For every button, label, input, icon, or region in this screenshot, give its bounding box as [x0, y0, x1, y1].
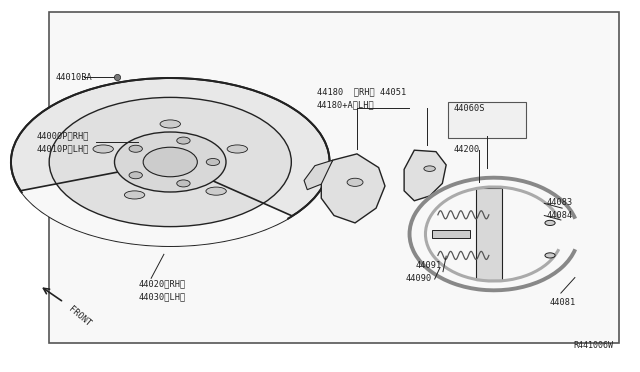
Polygon shape: [304, 160, 333, 190]
Polygon shape: [20, 162, 292, 246]
Ellipse shape: [129, 145, 143, 152]
Ellipse shape: [115, 132, 226, 192]
Ellipse shape: [424, 166, 435, 171]
Text: 44020〈RH〉: 44020〈RH〉: [138, 279, 186, 288]
Ellipse shape: [206, 187, 227, 195]
Polygon shape: [431, 230, 470, 238]
Ellipse shape: [177, 137, 190, 144]
Text: 44000P〈RH〉: 44000P〈RH〉: [36, 132, 89, 141]
Text: 44180  〈RH〉 44051: 44180 〈RH〉 44051: [317, 87, 406, 96]
Polygon shape: [476, 188, 502, 280]
Ellipse shape: [347, 178, 363, 186]
Ellipse shape: [160, 120, 180, 128]
Text: FRONT: FRONT: [67, 305, 93, 328]
Ellipse shape: [177, 180, 190, 187]
Ellipse shape: [545, 220, 555, 225]
Polygon shape: [404, 150, 446, 201]
Ellipse shape: [93, 145, 113, 153]
Text: 44030〈LH〉: 44030〈LH〉: [138, 292, 186, 301]
Text: 44060S: 44060S: [454, 104, 485, 113]
Text: 44180+A〈LH〉: 44180+A〈LH〉: [317, 100, 374, 109]
Text: 44090: 44090: [406, 274, 432, 283]
Ellipse shape: [49, 97, 291, 227]
Ellipse shape: [206, 158, 220, 166]
Text: R441006W: R441006W: [573, 341, 613, 350]
Ellipse shape: [143, 147, 197, 177]
FancyBboxPatch shape: [49, 13, 620, 343]
Text: 44010P〈LH〉: 44010P〈LH〉: [36, 145, 89, 154]
Ellipse shape: [124, 191, 145, 199]
Text: 44010BA: 44010BA: [56, 73, 92, 81]
Ellipse shape: [227, 145, 248, 153]
Ellipse shape: [545, 253, 555, 258]
Text: 44081: 44081: [549, 298, 575, 307]
Text: 44091: 44091: [415, 261, 442, 270]
Text: 44084: 44084: [546, 211, 572, 220]
Ellipse shape: [129, 172, 143, 179]
Polygon shape: [321, 154, 385, 223]
Ellipse shape: [11, 78, 330, 246]
Text: 44200: 44200: [454, 145, 480, 154]
FancyBboxPatch shape: [448, 102, 527, 138]
Text: 44083: 44083: [546, 198, 572, 207]
